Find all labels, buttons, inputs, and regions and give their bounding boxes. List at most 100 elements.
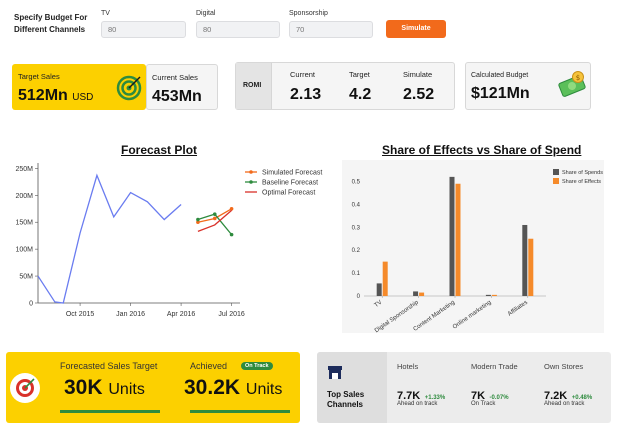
target-sales-card: Target Sales 512Mn USD bbox=[12, 64, 146, 110]
forecast-legend-label: Simulated Forecast bbox=[262, 170, 322, 177]
channel-modern-trade-status: On Track bbox=[471, 401, 496, 407]
target-sales-number: 512Mn bbox=[18, 87, 68, 104]
forecast-y-tick-label: 200M bbox=[15, 193, 33, 200]
romi-simulate-value: 2.52 bbox=[403, 86, 435, 103]
share-category-label: Online marketing bbox=[452, 300, 493, 331]
calculated-budget-label: Calculated Budget bbox=[471, 72, 529, 79]
store-icon bbox=[328, 366, 342, 379]
channel-own-stores-stat: 7.2K +0.48% bbox=[544, 386, 592, 404]
calculated-budget-card: Calculated Budget $121Mn $ bbox=[465, 62, 591, 110]
on-track-badge: On Track bbox=[241, 362, 273, 370]
share-y-tick-label: 0 bbox=[357, 294, 361, 300]
series-point-simulated-forecast bbox=[212, 216, 217, 221]
tv-label: TV bbox=[101, 10, 110, 17]
achieved-label: Achieved bbox=[190, 361, 228, 371]
romi-target-value: 4.2 bbox=[349, 86, 372, 103]
channel-hotels-delta: +1.33% bbox=[424, 395, 446, 401]
top-sales-channels-card: Top Sales Channels Hotels 7.7K +1.33% Ah… bbox=[317, 352, 611, 423]
share-legend-label: Share of Effects bbox=[562, 179, 601, 185]
bar-share-of-effects bbox=[528, 238, 534, 296]
share-y-tick-label: 0.2 bbox=[352, 248, 361, 254]
bar-share-of-effects bbox=[491, 294, 497, 296]
channels-title: Top Sales Channels bbox=[327, 390, 365, 409]
bar-share-of-spends bbox=[485, 294, 491, 296]
channel-own-stores-delta: +0.48% bbox=[571, 395, 593, 401]
romi-current-label: Current bbox=[290, 70, 316, 79]
channel-hotels-name: Hotels bbox=[397, 362, 419, 371]
romi-simulate-label: Simulate bbox=[403, 70, 433, 79]
series-point-baseline-forecast bbox=[229, 232, 234, 237]
share-y-tick-label: 0.3 bbox=[352, 225, 361, 231]
bar-share-of-effects bbox=[419, 292, 425, 296]
series-point-simulated-forecast bbox=[196, 220, 200, 225]
forecast-legend-marker bbox=[249, 180, 253, 184]
target-sales-unit: USD bbox=[72, 92, 94, 103]
simulate-button[interactable]: Simulate bbox=[386, 20, 446, 38]
current-sales-label: Current Sales bbox=[152, 73, 198, 82]
bar-share-of-spends bbox=[376, 283, 382, 296]
money-icon: $ bbox=[558, 71, 586, 97]
romi-target-label: Target bbox=[349, 70, 370, 79]
target-icon bbox=[116, 75, 142, 101]
forecast-y-tick-label: 50M bbox=[19, 274, 33, 281]
target-sales-value: 512Mn USD bbox=[18, 87, 93, 105]
channel-hotels-stat: 7.7K +1.33% bbox=[397, 386, 445, 404]
channels-label-bg bbox=[317, 352, 387, 423]
channel-own-stores-name: Own Stores bbox=[544, 362, 584, 371]
current-sales-value: 453Mn bbox=[152, 88, 202, 105]
channel-modern-trade-name: Modern Trade bbox=[471, 362, 518, 371]
achieved-value: 30.2K Units bbox=[184, 376, 282, 400]
tv-budget-input[interactable]: 80 bbox=[101, 21, 186, 38]
forecast-x-tick-label: Jul 2016 bbox=[218, 311, 245, 318]
romi-current-value: 2.13 bbox=[290, 86, 322, 103]
dartboard-icon bbox=[16, 378, 35, 397]
series-point-baseline-forecast bbox=[212, 212, 217, 216]
calculated-budget-value: $121Mn bbox=[471, 85, 530, 102]
forecast-target-value: 30K Units bbox=[64, 376, 145, 400]
romi-card: ROMI Current 2.13 Target 4.2 Simulate 2.… bbox=[235, 62, 455, 110]
achieved-progress-bar bbox=[190, 410, 290, 413]
channel-modern-trade-stat: 7K -0.07% bbox=[471, 386, 509, 404]
svg-text:$: $ bbox=[576, 74, 580, 82]
forecast-legend-label: Baseline Forecast bbox=[262, 180, 318, 187]
series-point-baseline-forecast bbox=[196, 217, 200, 222]
share-y-tick-label: 0.5 bbox=[352, 179, 361, 185]
achieved-unit: Units bbox=[245, 381, 283, 398]
forecast-target-number: 30K bbox=[64, 376, 103, 399]
channel-own-stores-value: 7.2K bbox=[544, 390, 568, 402]
current-sales-card: Current Sales 453Mn bbox=[146, 64, 218, 110]
channel-modern-trade-value: 7K bbox=[471, 390, 486, 402]
forecast-x-tick-label: Apr 2016 bbox=[167, 311, 196, 318]
share-chart-panel bbox=[342, 160, 604, 333]
forecast-y-tick-label: 100M bbox=[15, 247, 33, 254]
forecast-legend-label: Optimal Forecast bbox=[262, 190, 315, 197]
channel-modern-trade-delta: -0.07% bbox=[489, 395, 509, 401]
bar-share-of-effects bbox=[382, 261, 388, 296]
series-point-simulated-forecast bbox=[229, 206, 234, 211]
achieved-number: 30.2K bbox=[184, 376, 241, 399]
forecast-legend-marker bbox=[249, 170, 253, 174]
share-y-tick-label: 0.4 bbox=[352, 202, 361, 208]
digital-budget-input[interactable]: 80 bbox=[196, 21, 280, 38]
digital-label: Digital bbox=[196, 10, 216, 17]
share-legend-swatch bbox=[553, 169, 559, 175]
share-y-tick-label: 0.1 bbox=[352, 271, 361, 277]
bar-share-of-spends bbox=[449, 176, 455, 296]
bar-share-of-spends bbox=[413, 291, 419, 296]
bar-share-of-effects bbox=[455, 183, 461, 296]
forecast-plot-title: Forecast Plot bbox=[121, 143, 198, 157]
budget-title: Specify Budget For Different Channels bbox=[14, 13, 88, 34]
forecast-plot: 0 50M 100M 150M 200M 250M Oct 2015 Jan 2016 Apr … bbox=[15, 163, 322, 318]
target-sales-label: Target Sales bbox=[18, 72, 60, 81]
forecast-progress-bar bbox=[60, 410, 160, 413]
channel-hotels-status: Ahead on track bbox=[397, 401, 438, 407]
bar-share-of-spends bbox=[522, 224, 528, 296]
share-legend-label: Share of Spends bbox=[562, 170, 603, 176]
forecast-target-unit: Units bbox=[108, 381, 145, 398]
share-category-label: TV bbox=[374, 300, 384, 309]
sponsorship-budget-input[interactable]: 70 bbox=[289, 21, 373, 38]
share-category-label: Affiliates bbox=[507, 300, 529, 318]
series-line-optimal-forecast bbox=[197, 209, 233, 232]
share-chart-title: Share of Effects vs Share of Spend bbox=[382, 143, 582, 157]
